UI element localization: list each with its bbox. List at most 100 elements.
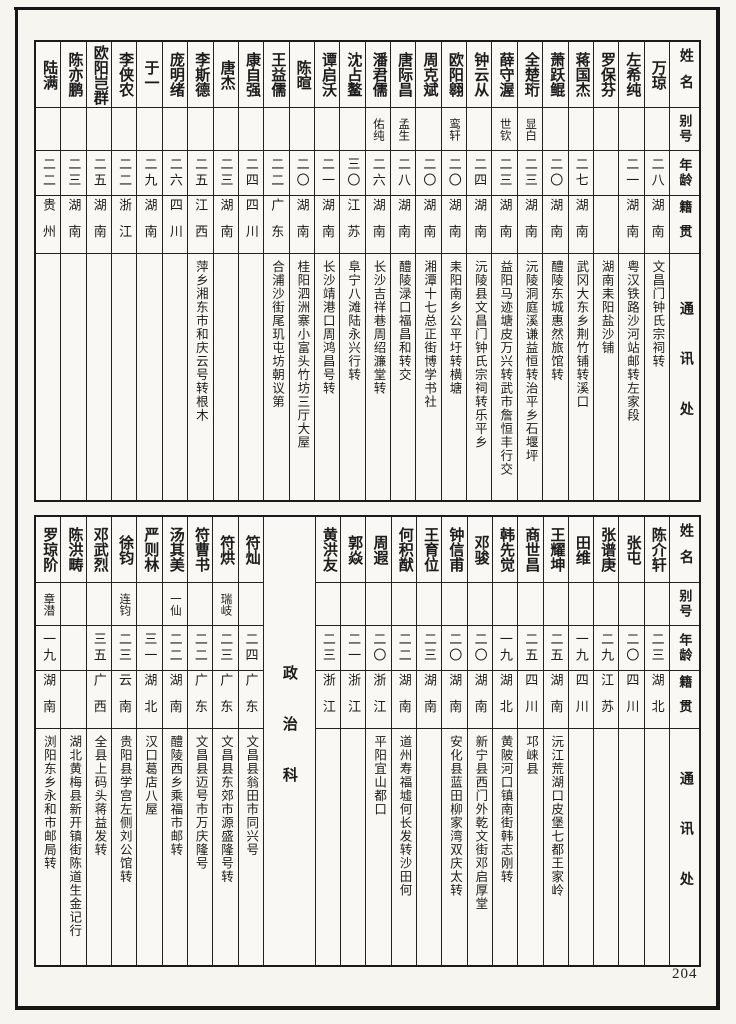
person-byname (492, 583, 518, 626)
person-age: 二〇 (366, 626, 391, 671)
person-column: 韩先觉 一九 湖北 黄陂河口镇南街韩志刚转 (491, 517, 518, 965)
person-address: 文昌县迈号市万庆隆号 (193, 735, 208, 870)
person-column: 邓武烈 三五 广西 全县上码头蒋益发转 (85, 517, 112, 965)
person-address: 湘潭十七总正街博学书社 (422, 260, 437, 409)
person-address: 汉口葛店八屋 (143, 735, 158, 816)
person-column: 王益儒 二二 广东 合浦沙街尾玑屯坊朝议第 (263, 42, 289, 500)
person-age: 二四 (238, 151, 264, 196)
person-origin: 湖南 (568, 196, 593, 254)
person-column: 符曹书 二二 广东 文昌县迈号市万庆隆号 (186, 517, 213, 965)
person-address: 醴陵渌口福昌和转交 (396, 260, 411, 382)
person-name: 潘君儒 (365, 42, 391, 108)
person-byname: 佑纯 (365, 108, 391, 151)
person-name: 何积猷 (391, 517, 417, 583)
person-column: 谭启沃 二一 湖南 长沙靖港口周鸿昌号转 (313, 42, 340, 500)
person-name: 李斯德 (188, 42, 213, 108)
person-name: 韩先觉 (492, 517, 518, 583)
header-origin-label: 籍贯 (670, 671, 699, 729)
person-origin: 湖南 (619, 196, 644, 254)
person-age: 二二 (162, 626, 187, 671)
person-address (645, 729, 669, 965)
person-origin: 湖南 (137, 196, 162, 254)
person-address: 醴陵西乡乘福市邮转 (168, 735, 183, 857)
person-age: 二三 (213, 626, 238, 671)
person-name: 钟信甫 (442, 517, 467, 583)
person-address: 文昌门钟氏宗祠转 (650, 260, 665, 368)
person-address: 文昌县翁田市同兴号 (244, 735, 259, 857)
person-origin: 云南 (112, 671, 137, 729)
person-address (36, 254, 60, 500)
person-address (137, 254, 161, 500)
person-age: 二一 (619, 151, 644, 196)
header-byname-label: 别号 (670, 583, 699, 626)
person-address (569, 729, 593, 965)
person-origin: 湖南 (162, 671, 187, 729)
person-name: 薛守渥 (492, 42, 517, 108)
person-column: 唐际昌 孟生 二八 湖南 醴陵渌口福昌和转交 (390, 42, 416, 500)
header-column: 姓名 别号 年龄 籍贯 通讯处 (669, 517, 699, 965)
person-address (87, 254, 111, 500)
person-origin: 贵州 (36, 196, 61, 254)
person-address: 贵阳县学宫左侧刘公馆转 (117, 735, 132, 884)
person-byname: 瑞岐 (213, 583, 238, 626)
person-age: 二六 (365, 151, 391, 196)
person-origin: 湖南 (289, 196, 314, 254)
person-byname (619, 583, 644, 626)
person-origin: 湖南 (417, 671, 442, 729)
person-name: 王育位 (417, 517, 442, 583)
person-age: 二三 (213, 151, 238, 196)
person-name: 陈暄 (289, 42, 314, 108)
header-address-label: 通讯处 (677, 771, 693, 923)
person-origin: 湖南 (492, 196, 517, 254)
person-column: 邓骏 二〇 湖南 新宁县西门外乾文街邓启厚堂 (466, 517, 492, 965)
person-byname (518, 583, 543, 626)
person-age: 二五 (518, 626, 543, 671)
person-byname (467, 583, 492, 626)
person-age: 二五 (86, 151, 112, 196)
person-byname (162, 108, 188, 151)
person-name: 陈亦鹏 (61, 42, 86, 108)
person-column: 蒋国杰 二七 湖南 武冈大东乡荆竹铺转溪口 (567, 42, 593, 500)
person-byname (391, 583, 417, 626)
person-age: 一九 (568, 626, 594, 671)
person-byname (341, 583, 366, 626)
person-byname: 孟生 (391, 108, 416, 151)
person-name: 陈介轩 (644, 517, 669, 583)
person-address: 武冈大东乡荆竹铺转溪口 (574, 260, 589, 409)
person-name: 左希纯 (619, 42, 644, 108)
page-content: 姓名 别号 年龄 籍贯 通讯处 万琼 二八 湖南 文昌门钟氏宗祠转 左希纯 二一 湖南 粤汉铁路沙河站邮… (34, 40, 701, 967)
person-name: 田维 (568, 517, 594, 583)
person-address: 湖北黄梅县新开镇街陈道生金记行 (67, 735, 82, 938)
person-column: 陆满 二二 贵州 (36, 42, 61, 500)
person-address (214, 254, 238, 500)
person-age: 二八 (644, 151, 669, 196)
person-column: 罗琼阶 章潜 一九 湖南 浏阳东乡永和市邮局转 (36, 517, 61, 965)
person-byname (416, 108, 441, 151)
person-address: 萍乡湘东市和庆云号转根木 (193, 260, 208, 422)
person-address: 浏阳东乡永和市邮局转 (41, 735, 56, 870)
person-origin: 湖北 (137, 671, 162, 729)
person-byname (137, 583, 162, 626)
person-origin: 湖南 (467, 196, 492, 254)
person-origin: 广东 (187, 671, 213, 729)
header-byname-label: 别号 (670, 108, 699, 151)
person-origin: 湖南 (543, 671, 568, 729)
person-column: 薛守渥 世钦 二三 湖南 益阳马迹塘皮万兴转武市詹恒丰行交 (491, 42, 517, 500)
person-origin: 四川 (162, 196, 188, 254)
person-byname (644, 108, 669, 151)
person-column: 左希纯 二一 湖南 粤汉铁路沙河站邮转左家段 (618, 42, 644, 500)
person-column: 郭焱 二一 浙江 (340, 517, 366, 965)
person-name: 康自强 (238, 42, 264, 108)
person-column: 庞明绪 二六 四川 (161, 42, 188, 500)
section-label: 政治科 (280, 664, 297, 818)
person-age: 二二 (112, 151, 137, 196)
person-byname (340, 108, 365, 151)
person-column: 何积猷 二二 湖南 道州寿福墟何长发转沙田何 (390, 517, 417, 965)
person-origin: 四川 (568, 671, 594, 729)
person-age: 三五 (86, 626, 112, 671)
scan-edge-bottom (15, 1006, 720, 1010)
person-column: 符烘 瑞岐 二三 广东 文昌县东郊市源盛隆号转 (212, 517, 238, 965)
person-age: 二三 (492, 151, 517, 196)
person-byname (543, 108, 568, 151)
person-column: 张屯 二〇 四川 (618, 517, 644, 965)
